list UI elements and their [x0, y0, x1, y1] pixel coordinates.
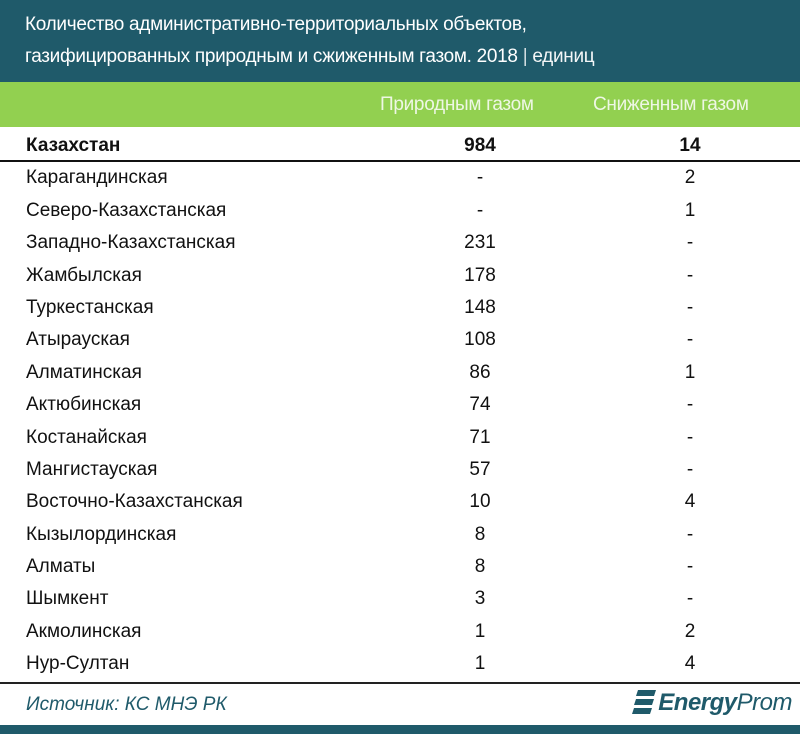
liquefied-value: - [686, 523, 694, 545]
data-table: Казахстан 984 14 Карагандинская -2 Северо-… [0, 130, 800, 681]
natural-value: 3 [474, 588, 486, 610]
region-name: Акмолинская [26, 620, 142, 642]
table-row: Атырауская 108 - [0, 324, 800, 356]
table-bottom-rule [0, 682, 800, 684]
column-header-liquefied: Сниженным газом [593, 94, 749, 115]
natural-value: - [476, 167, 484, 189]
source-note: Источник: КС МНЭ РК [26, 694, 227, 715]
natural-value: 108 [464, 329, 496, 351]
table-row: Актюбинская 74 - [0, 389, 800, 421]
logo-text-light: Prom [736, 689, 793, 716]
liquefied-value: 2 [684, 620, 696, 642]
region-name: Карагандинская [26, 167, 168, 189]
liquefied-value: 1 [684, 199, 696, 221]
total-row: Казахстан 984 14 [0, 130, 800, 163]
title-unit: единиц [532, 46, 595, 67]
region-name: Мангистауская [26, 458, 158, 480]
region-name: Актюбинская [26, 394, 142, 416]
table-row: Кызылординская 8 - [0, 519, 800, 551]
natural-value: 1 [474, 653, 486, 675]
table-row: Нур-Султан 1 4 [0, 648, 800, 680]
natural-value: 86 [469, 361, 491, 383]
liquefied-value: - [686, 264, 694, 286]
table-row: Карагандинская - 2 [0, 162, 800, 194]
region-name: Алматинская [26, 361, 142, 383]
liquefied-value: - [686, 426, 694, 448]
natural-value: 8 [474, 556, 486, 578]
region-name: Северо-Казахстанская [26, 199, 227, 221]
region-name: Шымкент [26, 588, 109, 610]
region-name: Восточно-Казахстанская [26, 491, 243, 513]
natural-value: 71 [469, 426, 491, 448]
table-row: Мангистауская 57 - [0, 454, 800, 486]
liquefied-value: - [686, 296, 694, 318]
region-name: Нур-Султан [26, 653, 130, 675]
natural-value: 57 [469, 458, 491, 480]
table-row: Алматинская 86 1 [0, 357, 800, 389]
natural-value: 148 [464, 296, 496, 318]
table-row: Костанайская 71 - [0, 422, 800, 454]
table-row: Алматы 8 - [0, 551, 800, 583]
liquefied-value: - [686, 556, 694, 578]
region-name: Костанайская [26, 426, 147, 448]
energyprom-logo: EnergyProm [632, 688, 793, 718]
table-row: Акмолинская 1 2 [0, 616, 800, 648]
region-name: Жамбылская [26, 264, 142, 286]
liquefied-value: 1 [684, 361, 696, 383]
region-name: Казахстан [26, 135, 121, 156]
liquefied-value: 14 [679, 135, 701, 156]
liquefied-value: 4 [684, 491, 696, 513]
logo-text: EnergyProm [658, 689, 792, 717]
natural-value: 178 [464, 264, 496, 286]
column-headers: Природным газом Сниженным газом [0, 82, 800, 127]
region-name: Алматы [26, 556, 96, 578]
natural-value: 231 [464, 232, 496, 254]
table-row: Жамбылская 178 - [0, 260, 800, 292]
column-header-natural: Природным газом [380, 94, 534, 115]
title-line-1: Количество административно-территориальн… [25, 14, 527, 35]
title-line-2: газифицированных природным и сжиженным г… [25, 41, 800, 73]
liquefied-value: - [686, 329, 694, 351]
table-row: Западно-Казахстанская 231 - [0, 227, 800, 259]
region-name: Западно-Казахстанская [26, 232, 236, 254]
liquefied-value: - [686, 588, 694, 610]
liquefied-value: 2 [684, 167, 696, 189]
region-name: Атырауская [26, 329, 130, 351]
natural-value: 74 [469, 394, 491, 416]
logo-text-bold: Energy [658, 689, 737, 716]
footer-bar [0, 725, 800, 734]
region-name: Кызылординская [26, 523, 177, 545]
liquefied-value: - [686, 232, 694, 254]
natural-value: 10 [469, 491, 491, 513]
liquefied-value: - [686, 394, 694, 416]
natural-value: - [476, 199, 484, 221]
title-separator: | [522, 46, 528, 67]
region-name: Туркестанская [26, 296, 154, 318]
title-text: газифицированных природным и сжиженным г… [25, 46, 518, 67]
table-row: Северо-Казахстанская - 1 [0, 195, 800, 227]
table-header: Количество административно-территориальн… [0, 0, 800, 82]
logo-mark-icon [632, 690, 657, 714]
table-row: Восточно-Казахстанская 10 4 [0, 486, 800, 518]
liquefied-value: - [686, 458, 694, 480]
natural-value: 984 [464, 135, 496, 156]
natural-value: 1 [474, 620, 486, 642]
natural-value: 8 [474, 523, 486, 545]
liquefied-value: 4 [684, 653, 696, 675]
table-row: Шымкент 3 - [0, 583, 800, 615]
table-row: Туркестанская 148 - [0, 292, 800, 324]
